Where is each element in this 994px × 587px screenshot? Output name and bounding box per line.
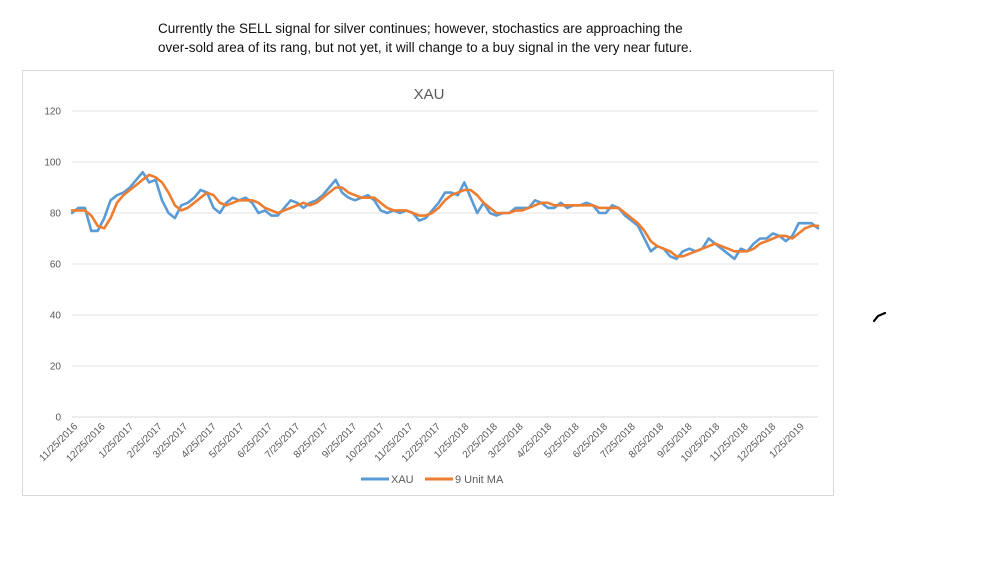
y-tick-label: 40 xyxy=(50,311,62,322)
line-chart: XAU 0 20 40 60 80 100 120 11/25/201612/25/2016… xyxy=(37,86,820,486)
legend-label: XAU xyxy=(391,474,414,486)
y-tick-label: 120 xyxy=(44,107,61,118)
y-tick-label: 20 xyxy=(50,362,62,373)
legend-label: 9 Unit MA xyxy=(455,474,504,486)
series-line-ma xyxy=(70,173,820,258)
caption-line-2: over-sold area of its rang, but not yet,… xyxy=(158,40,693,55)
x-axis-labels: 11/25/201612/25/20161/25/20172/25/20173/… xyxy=(37,421,807,464)
y-tick-label: 60 xyxy=(50,260,62,271)
y-axis-labels: 0 20 40 60 80 100 120 xyxy=(44,107,61,424)
caption: Currently the SELL signal for silver con… xyxy=(158,19,798,57)
y-tick-label: 80 xyxy=(50,209,62,220)
legend: XAU 9 Unit MA xyxy=(361,474,504,486)
y-tick-label: 100 xyxy=(44,158,61,169)
grid-layer xyxy=(72,110,818,418)
chart-title: XAU xyxy=(414,86,445,103)
series-layer xyxy=(70,170,820,261)
stray-pen-mark xyxy=(872,311,887,323)
caption-line-1: Currently the SELL signal for silver con… xyxy=(158,21,683,36)
y-tick-label: 0 xyxy=(55,413,61,424)
series-line-xau xyxy=(70,170,820,261)
chart-area: XAU 0 20 40 60 80 100 120 11/25/2016 12/25/2016… xyxy=(22,70,834,496)
